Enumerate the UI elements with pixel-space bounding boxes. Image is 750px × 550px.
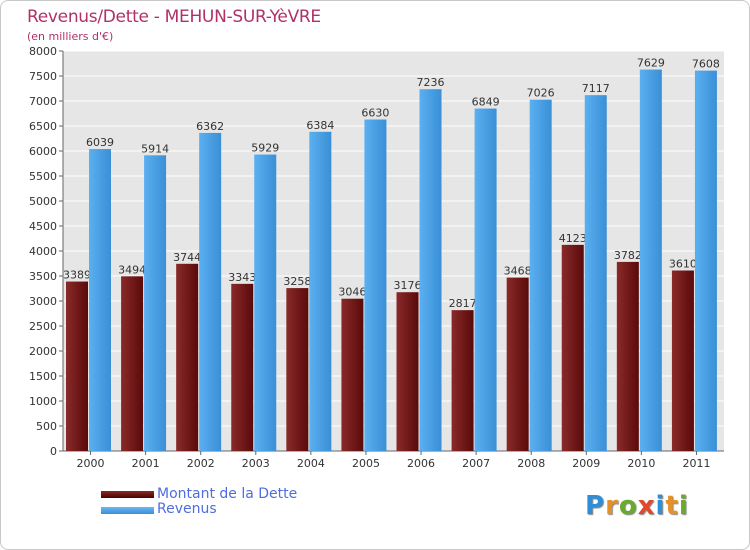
chart-title: Revenus/Dette - MEHUN-SUR-YèVRE bbox=[27, 7, 321, 27]
data-label-dette: 3468 bbox=[504, 265, 532, 278]
x-tick-label: 2001 bbox=[132, 457, 160, 470]
bar-dette bbox=[286, 288, 309, 451]
y-tick-label: 5500 bbox=[29, 170, 57, 183]
data-label-dette: 3494 bbox=[118, 263, 146, 276]
bar-revenus bbox=[364, 119, 387, 451]
data-label-dette: 3389 bbox=[63, 269, 91, 282]
y-tick-label: 500 bbox=[36, 420, 57, 433]
data-label-revenus: 7026 bbox=[527, 87, 555, 100]
bar-revenus bbox=[144, 155, 167, 452]
bar-dette bbox=[231, 283, 254, 451]
legend-label-dette: Montant de la Dette bbox=[157, 486, 298, 502]
data-label-revenus: 7117 bbox=[582, 82, 610, 95]
data-label-revenus: 6039 bbox=[86, 136, 114, 149]
x-tick-label: 2005 bbox=[352, 457, 380, 470]
x-tick-label: 2011 bbox=[682, 457, 710, 470]
bar-dette bbox=[341, 298, 364, 451]
bar-dette bbox=[561, 244, 584, 451]
legend-swatch-dette bbox=[101, 491, 154, 498]
y-tick-label: 3000 bbox=[29, 295, 57, 308]
y-tick-label: 2000 bbox=[29, 345, 57, 358]
y-tick-label: 2500 bbox=[29, 320, 57, 333]
data-label-dette: 4123 bbox=[559, 232, 587, 245]
data-label-revenus: 7608 bbox=[692, 58, 720, 71]
bar-dette bbox=[176, 263, 199, 451]
bar-revenus bbox=[199, 132, 222, 451]
bar-revenus bbox=[639, 69, 662, 452]
legend-label-revenus: Revenus bbox=[157, 501, 217, 517]
data-label-revenus: 7236 bbox=[417, 76, 445, 89]
bar-dette bbox=[506, 277, 529, 451]
data-label-dette: 3782 bbox=[614, 249, 642, 262]
logo-letter: r bbox=[605, 491, 619, 521]
x-tick-label: 2006 bbox=[407, 457, 435, 470]
y-tick-label: 6500 bbox=[29, 120, 57, 133]
proxiti-logo: Proxiti bbox=[585, 491, 689, 521]
data-label-revenus: 6384 bbox=[306, 119, 334, 132]
y-tick-label: 0 bbox=[50, 445, 57, 458]
x-tick-label: 2000 bbox=[77, 457, 105, 470]
bar-revenus bbox=[474, 108, 497, 452]
y-tick-label: 7000 bbox=[29, 95, 57, 108]
bar-dette bbox=[121, 276, 144, 451]
bar-revenus bbox=[694, 70, 717, 451]
data-label-dette: 3176 bbox=[394, 279, 422, 292]
bar-dette bbox=[451, 310, 474, 451]
x-tick-label: 2010 bbox=[627, 457, 655, 470]
bar-revenus bbox=[309, 131, 332, 452]
bar-dette bbox=[396, 292, 419, 451]
y-tick-label: 1000 bbox=[29, 395, 57, 408]
data-label-dette: 3343 bbox=[228, 271, 256, 284]
x-tick-label: 2008 bbox=[517, 457, 545, 470]
x-tick-label: 2004 bbox=[297, 457, 325, 470]
data-label-revenus: 5914 bbox=[141, 142, 169, 155]
data-label-revenus: 7629 bbox=[637, 57, 665, 70]
bar-revenus bbox=[584, 95, 607, 452]
y-tick-label: 3500 bbox=[29, 270, 57, 283]
y-tick-label: 4500 bbox=[29, 220, 57, 233]
data-label-revenus: 5929 bbox=[251, 142, 279, 155]
bar-revenus bbox=[419, 89, 442, 451]
y-tick-label: 8000 bbox=[29, 45, 57, 58]
x-tick-label: 2003 bbox=[242, 457, 270, 470]
data-label-dette: 3046 bbox=[338, 286, 366, 299]
logo-letter: i bbox=[678, 491, 689, 521]
logo-letter: o bbox=[618, 491, 638, 521]
data-label-dette: 2817 bbox=[449, 297, 477, 310]
data-label-dette: 3258 bbox=[283, 275, 311, 288]
y-tick-label: 5000 bbox=[29, 195, 57, 208]
bar-revenus bbox=[254, 154, 277, 452]
chart-subtitle: (en milliers d'€) bbox=[27, 30, 114, 43]
bar-dette bbox=[66, 281, 88, 451]
y-tick-label: 4000 bbox=[29, 245, 57, 258]
bar-dette bbox=[671, 270, 694, 451]
bar-dette bbox=[616, 261, 639, 451]
x-tick-label: 2009 bbox=[572, 457, 600, 470]
y-tick-label: 6000 bbox=[29, 145, 57, 158]
logo-letter: P bbox=[585, 491, 606, 521]
y-tick-label: 7500 bbox=[29, 70, 57, 83]
logo-letter: x bbox=[637, 491, 656, 521]
logo-letter: i bbox=[655, 491, 666, 521]
data-label-revenus: 6630 bbox=[361, 107, 389, 120]
data-label-revenus: 6362 bbox=[196, 120, 224, 133]
logo-letter: t bbox=[665, 491, 679, 521]
bar-revenus bbox=[89, 149, 111, 452]
y-tick-label: 1500 bbox=[29, 370, 57, 383]
data-label-dette: 3744 bbox=[173, 251, 201, 264]
bar-revenus bbox=[529, 99, 552, 451]
data-label-dette: 3610 bbox=[669, 258, 697, 271]
x-tick-label: 2002 bbox=[187, 457, 215, 470]
legend-swatch-revenus bbox=[101, 507, 154, 514]
data-label-revenus: 6849 bbox=[472, 96, 500, 109]
x-tick-label: 2007 bbox=[462, 457, 490, 470]
